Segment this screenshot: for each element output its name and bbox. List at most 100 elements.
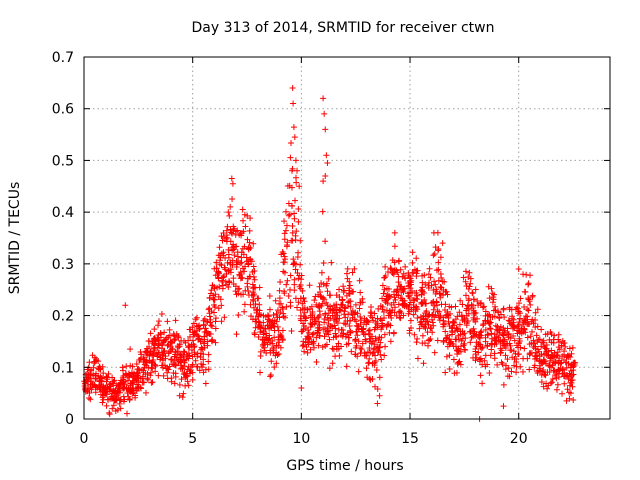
data-point xyxy=(491,341,498,348)
data-point xyxy=(184,378,191,385)
data-point xyxy=(487,325,494,332)
data-point xyxy=(470,302,477,309)
data-point xyxy=(382,263,389,270)
data-point xyxy=(343,270,350,277)
data-point xyxy=(287,154,294,161)
data-point xyxy=(369,314,376,321)
data-point xyxy=(221,314,228,321)
data-point xyxy=(485,331,492,338)
data-point xyxy=(290,100,297,107)
y-tick-label: 0.7 xyxy=(52,50,74,66)
data-point xyxy=(125,370,132,377)
data-point xyxy=(320,259,327,266)
data-point xyxy=(241,301,248,308)
data-point xyxy=(206,313,213,320)
data-point xyxy=(326,365,333,372)
data-point xyxy=(353,342,360,349)
data-point xyxy=(215,270,222,277)
data-point xyxy=(477,335,484,342)
data-point xyxy=(509,322,516,329)
data-point xyxy=(373,337,380,344)
data-point xyxy=(348,348,355,355)
data-point xyxy=(276,339,283,346)
data-point xyxy=(542,360,549,367)
data-point xyxy=(344,275,351,282)
data-point xyxy=(378,356,385,363)
data-point xyxy=(491,313,498,320)
data-point xyxy=(124,390,131,397)
data-point xyxy=(391,243,398,250)
data-point xyxy=(227,226,234,233)
data-point xyxy=(428,282,435,289)
data-point xyxy=(520,271,527,278)
data-point xyxy=(250,263,257,270)
data-point xyxy=(225,209,232,216)
data-point xyxy=(253,309,260,316)
data-point xyxy=(329,345,336,352)
data-point xyxy=(166,326,173,333)
data-point xyxy=(241,243,248,250)
data-point xyxy=(514,323,521,330)
data-point xyxy=(520,328,527,335)
data-point xyxy=(456,358,463,365)
data-point xyxy=(376,374,383,381)
data-point xyxy=(183,373,190,380)
data-point xyxy=(548,347,555,354)
data-point xyxy=(538,378,545,385)
data-point xyxy=(237,275,244,282)
data-point xyxy=(439,278,446,285)
data-point xyxy=(298,384,305,391)
data-point xyxy=(150,336,157,343)
data-point xyxy=(359,326,366,333)
data-point xyxy=(515,266,522,273)
data-point xyxy=(338,326,345,333)
data-point xyxy=(256,323,263,330)
data-point xyxy=(461,330,468,337)
data-point xyxy=(196,326,203,333)
data-point xyxy=(437,313,444,320)
data-point xyxy=(283,281,290,288)
data-point xyxy=(147,369,154,376)
data-point xyxy=(442,288,449,295)
data-point xyxy=(444,332,451,339)
data-point xyxy=(213,259,220,266)
data-point xyxy=(255,318,262,325)
data-point xyxy=(492,303,499,310)
data-point xyxy=(532,317,539,324)
data-point xyxy=(165,366,172,373)
data-point xyxy=(318,269,325,276)
data-point xyxy=(462,278,469,285)
data-point xyxy=(446,365,453,372)
data-point xyxy=(211,309,218,316)
data-point xyxy=(238,291,245,298)
data-point xyxy=(451,370,458,377)
data-point xyxy=(470,314,477,321)
data-point xyxy=(148,364,155,371)
data-point xyxy=(460,331,467,338)
data-point xyxy=(147,349,154,356)
data-point xyxy=(425,321,432,328)
data-point xyxy=(313,334,320,341)
data-point xyxy=(387,265,394,272)
data-point xyxy=(333,346,340,353)
data-point xyxy=(401,285,408,292)
data-point xyxy=(247,215,254,222)
data-point xyxy=(434,337,441,344)
data-point xyxy=(442,301,449,308)
data-point xyxy=(551,332,558,339)
data-point xyxy=(286,182,293,189)
data-point xyxy=(505,317,512,324)
data-point xyxy=(501,336,508,343)
data-point xyxy=(400,289,407,296)
data-point xyxy=(528,349,535,356)
data-point xyxy=(172,373,179,380)
data-point xyxy=(133,360,140,367)
data-point xyxy=(538,358,545,365)
data-point xyxy=(486,311,493,318)
data-point xyxy=(148,379,155,386)
data-point xyxy=(554,381,561,388)
data-point xyxy=(410,311,417,318)
data-point xyxy=(241,308,248,315)
data-point xyxy=(149,365,156,372)
data-point xyxy=(220,249,227,256)
